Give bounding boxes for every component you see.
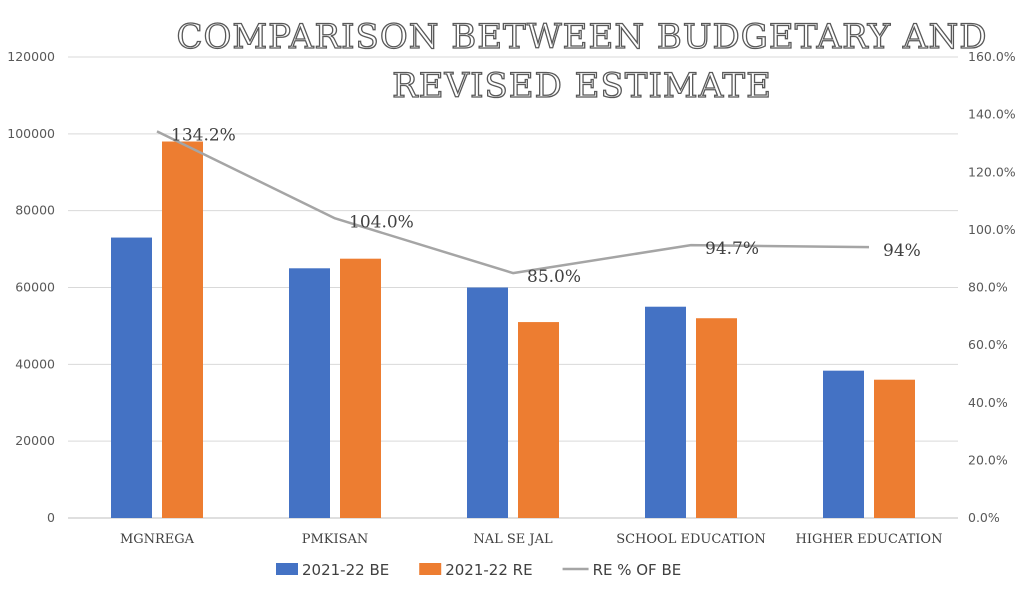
data-label: 94% [883,241,921,261]
legend: 2021-22 BE 2021-22 RE RE % OF BE [276,561,681,579]
legend-swatch [276,563,298,575]
category-labels: MGNREGA PMKISAN NAL SE JAL SCHOOL EDUCATION… [120,532,943,547]
category-label: MGNREGA [120,532,195,547]
y-left-tick-label: 100000 [7,126,55,141]
y-right-tick-label: 0.0% [968,510,1000,525]
re-percent-line [156,130,870,275]
y-right-tick-label: 40.0% [968,395,1008,410]
y-left-tick-label: 120000 [7,49,55,64]
be-bar [823,370,864,518]
be-bar [111,237,152,518]
data-label: 134.2% [171,125,236,145]
legend-label: 2021-22 BE [302,561,389,579]
re-bar [696,318,737,518]
re-bar [162,141,203,518]
y-left-tick-label: 60000 [15,280,55,295]
y-right-tick-label: 120.0% [968,164,1016,179]
legend-swatch [419,563,442,575]
legend-label: RE % OF BE [593,561,682,579]
re-bar [518,322,559,518]
re-bar [340,258,381,518]
y-right-tick-label: 100.0% [968,222,1016,237]
data-labels: 134.2% 104.0% 85.0% 94.7% 94% [171,125,921,287]
bars [111,141,915,518]
right-axis: 0.0% 20.0% 40.0% 60.0% 80.0% 100.0% 120.0% 140.… [968,49,1016,525]
be-bar [289,268,330,518]
re-bar [874,379,915,518]
y-left-tick-label: 80000 [15,203,55,218]
chart-title-line1: COMPARISON BETWEEN BUDGETARY AND [176,17,987,57]
re-percent-series-line [156,130,870,275]
y-right-tick-label: 160.0% [968,49,1016,64]
be-bar [467,287,508,518]
legend-label: 2021-22 RE [445,561,532,579]
y-right-tick-label: 60.0% [968,337,1008,352]
y-left-tick-label: 0 [47,510,55,525]
data-label: 94.7% [705,239,759,259]
data-label: 85.0% [527,267,581,287]
category-label: NAL SE JAL [473,532,553,547]
left-axis: 0 20000 40000 60000 80000 100000 120000 [7,49,55,525]
chart-title-line2: REVISED ESTIMATE [392,66,772,106]
category-label: SCHOOL EDUCATION [616,532,766,547]
y-right-tick-label: 20.0% [968,452,1008,467]
y-right-tick-label: 80.0% [968,280,1008,295]
gridlines [68,56,958,519]
be-bar [645,306,686,518]
category-label: PMKISAN [302,532,369,547]
y-left-tick-label: 40000 [15,356,55,371]
y-right-tick-label: 140.0% [968,107,1016,122]
y-left-tick-label: 20000 [15,433,55,448]
category-label: HIGHER EDUCATION [796,532,943,547]
data-label: 104.0% [349,212,414,232]
